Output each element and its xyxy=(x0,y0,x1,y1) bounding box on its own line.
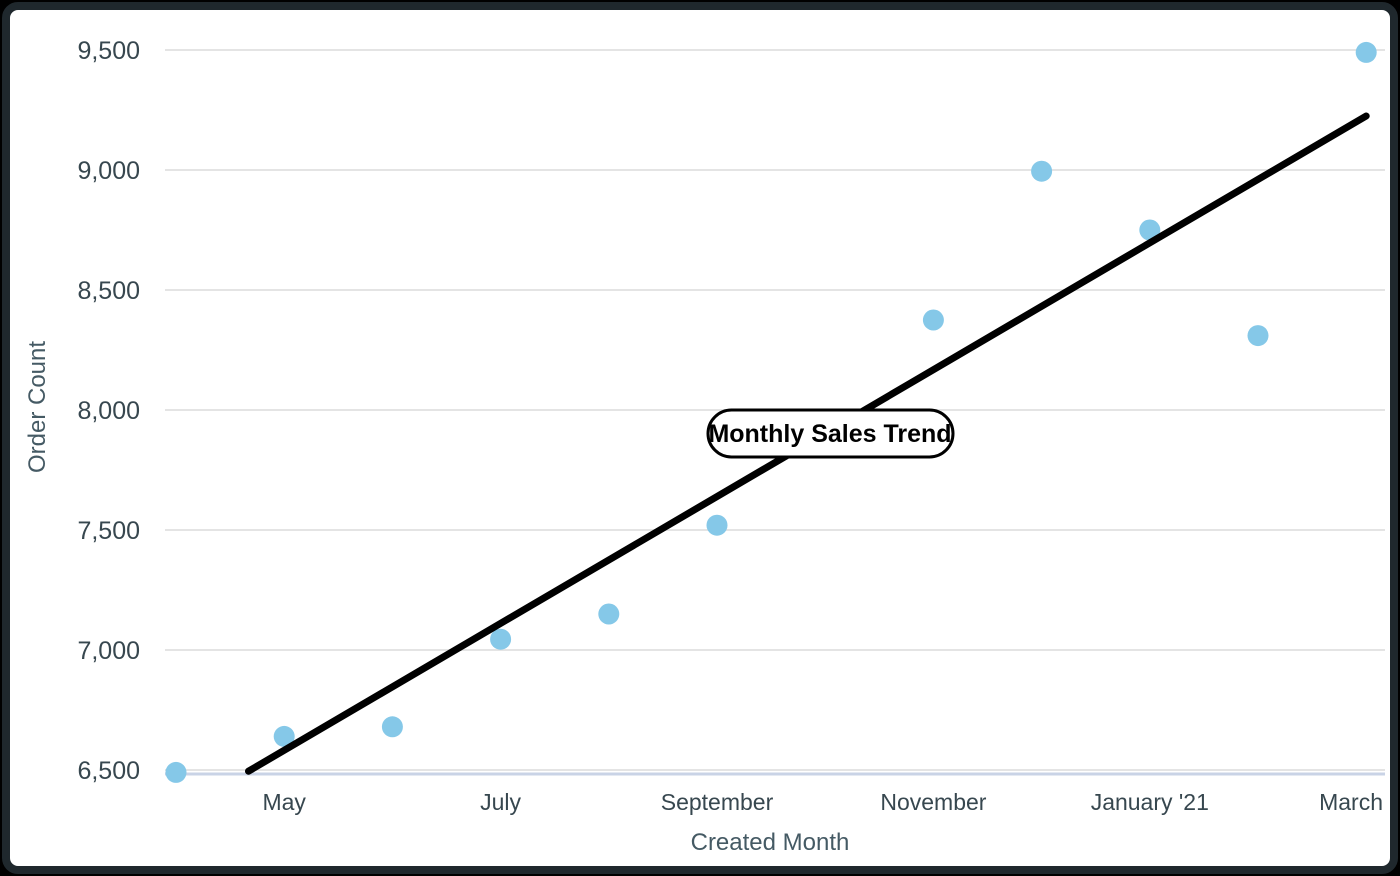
data-point[interactable] xyxy=(1355,41,1377,63)
x-tick-label: January '21 xyxy=(1091,789,1209,815)
y-axis-tick-labels: 9,500 9,000 8,500 8,000 7,500 7,000 6,500 xyxy=(77,37,140,785)
x-axis-tick-labels: May July September November January '21 March xyxy=(262,789,1383,815)
x-tick-label: November xyxy=(880,789,986,815)
data-point[interactable] xyxy=(1247,325,1269,347)
data-point[interactable] xyxy=(165,761,187,783)
data-point[interactable] xyxy=(490,628,512,650)
x-tick-label: September xyxy=(661,789,774,815)
y-tick-label: 8,500 xyxy=(77,277,140,305)
chart-title-badge-background xyxy=(706,408,955,459)
data-point[interactable] xyxy=(273,725,295,747)
data-point[interactable] xyxy=(1031,160,1053,182)
y-tick-label: 7,500 xyxy=(77,517,140,545)
y-tick-label: 9,500 xyxy=(77,37,140,65)
y-tick-label: 7,000 xyxy=(77,637,140,665)
x-tick-label: March xyxy=(1319,789,1383,815)
x-axis-title: Created Month xyxy=(691,829,850,856)
data-point[interactable] xyxy=(922,309,944,331)
chart-title: Monthly Sales Trend xyxy=(708,420,951,448)
data-point[interactable] xyxy=(598,603,620,625)
y-tick-label: 9,000 xyxy=(77,157,140,185)
y-axis-title: Order Count xyxy=(24,341,51,473)
data-point[interactable] xyxy=(1139,219,1161,241)
x-tick-label: May xyxy=(262,789,306,815)
data-points xyxy=(165,41,1377,783)
gridlines xyxy=(165,49,1385,771)
y-tick-label: 6,500 xyxy=(77,757,140,785)
data-point[interactable] xyxy=(381,716,403,738)
chart-title-badge: Monthly Sales Trend xyxy=(706,408,955,459)
x-tick-label: July xyxy=(480,789,521,815)
data-point[interactable] xyxy=(706,514,728,536)
y-tick-label: 8,000 xyxy=(77,397,140,425)
